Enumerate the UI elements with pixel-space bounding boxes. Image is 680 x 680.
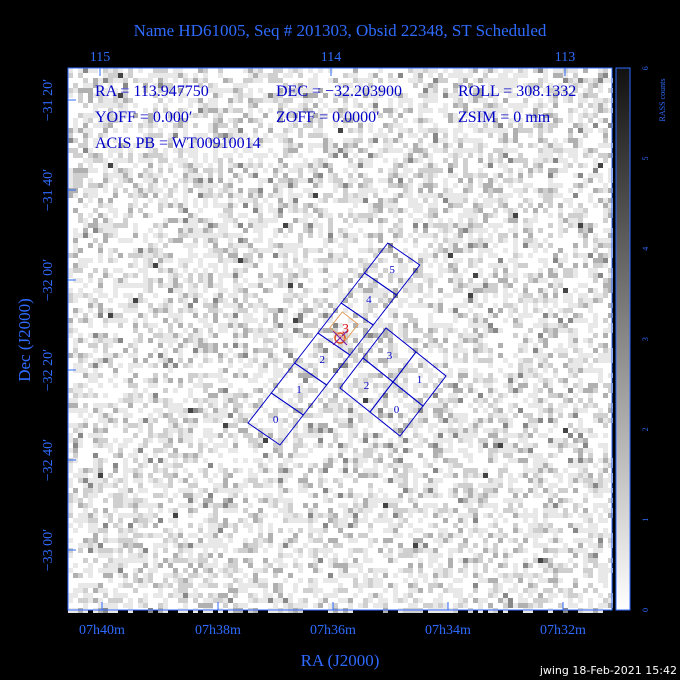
y-axis-label: Dec (J2000) — [15, 298, 34, 382]
colorbar-tick-label: 4 — [641, 247, 650, 251]
colorbar-tick-label: 5 — [641, 157, 650, 161]
top-tick-label: 113 — [555, 50, 575, 65]
info-text: ACIS PB = WT00910014 — [95, 135, 261, 152]
s-chip-label: 2 — [320, 354, 326, 366]
target-cross — [332, 330, 348, 346]
i-chip-label: 2 — [364, 380, 370, 392]
info-text: DEC = −32.203900 — [276, 83, 402, 100]
i-chip-label: 0 — [394, 404, 400, 416]
colorbar-tick-label: 6 — [641, 66, 650, 70]
left-tick-label: −31 40′ — [41, 169, 56, 211]
colorbar-tick-label: 1 — [641, 518, 650, 522]
target-marker — [334, 332, 346, 344]
left-tick-label: −32 40′ — [41, 439, 56, 481]
i-chip-label: 1 — [417, 374, 423, 386]
left-tick-label: −33 00′ — [41, 529, 56, 571]
info-text: ROLL = 308.1332 — [458, 83, 576, 100]
noise — [68, 68, 613, 613]
s-chip-label: 0 — [273, 414, 279, 426]
title: Name HD61005, Seq # 201303, Obsid 22348,… — [134, 21, 547, 40]
top-tick-label: 115 — [90, 50, 110, 65]
bottom-tick-label: 07h34m — [425, 623, 471, 638]
colorbar — [615, 67, 631, 611]
info-text: YOFF = 0.000′ — [95, 109, 192, 126]
colorbar-tick-label: 3 — [641, 337, 650, 341]
bottom-tick-label: 07h38m — [195, 623, 241, 638]
left-tick-label: −31 20′ — [41, 79, 56, 121]
s-chip-label: 4 — [366, 294, 372, 306]
bottom-tick-label: 07h40m — [79, 623, 125, 638]
footer: jwing 18-Feb-2021 15:42 — [539, 664, 677, 677]
info-text: RA = 113.947750 — [95, 83, 209, 100]
s-chip-label: 3 — [342, 322, 349, 337]
s-chip-label: 5 — [389, 264, 395, 276]
pointing-box — [329, 311, 359, 341]
top-tick-label: 114 — [321, 50, 341, 65]
overlay: RA = 113.947750 DEC = −32.203900 ROLL = 30… — [95, 83, 576, 446]
i-chip — [392, 351, 447, 407]
plot-frame — [67, 67, 613, 611]
bottom-tick-label: 07h36m — [310, 623, 356, 638]
colorbar-label: RASS counts — [658, 79, 667, 122]
x-axis-label: RA (J2000) — [301, 651, 380, 670]
left-tick-label: −32 20′ — [41, 349, 56, 391]
i-chip-label: 3 — [387, 350, 393, 362]
s-chip — [363, 242, 421, 296]
info-text: ZOFF = 0.0000′ — [276, 109, 380, 126]
colorbar-tick-label: 2 — [641, 427, 650, 431]
info-text: ZSIM = 0 mm — [458, 109, 551, 126]
bottom-tick-label: 07h32m — [540, 623, 586, 638]
plot-area — [68, 68, 613, 613]
noise — [68, 68, 613, 613]
colorbar-tick-label: 0 — [641, 608, 650, 612]
noise — [68, 68, 613, 613]
left-tick-label: −32 00′ — [41, 259, 56, 301]
s-chip-label: 1 — [296, 384, 302, 396]
